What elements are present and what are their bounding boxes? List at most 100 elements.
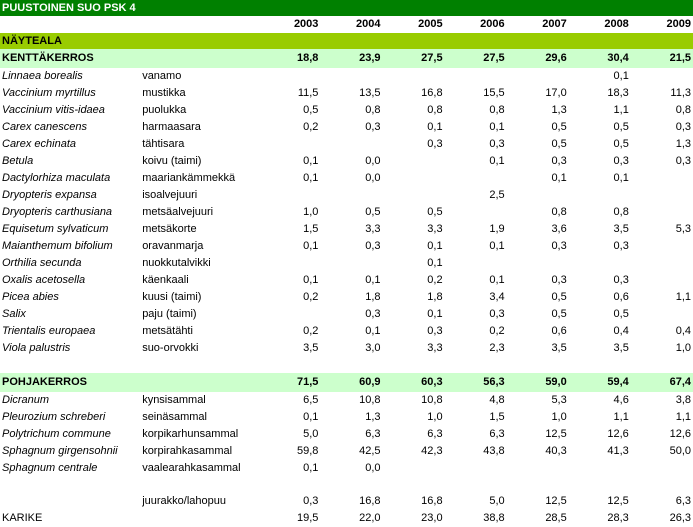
table-row: Dactylorhiza maculata maariankämmekkä 0,1 0… (0, 170, 693, 187)
karike-row: KARIKE 19,5 22,0 23,0 38,8 28,5 28,3 26,3 (0, 510, 693, 527)
value-cell (507, 187, 569, 204)
value-cell: 6,3 (675, 495, 691, 507)
row-label: KARIKE (2, 512, 43, 524)
latin-name: Carex echinata (2, 138, 76, 150)
finnish-name: vaalearahkasammal (142, 462, 241, 474)
value-cell: 0,1 (489, 240, 505, 252)
latin-name: Dryopteris carthusiana (2, 206, 113, 218)
table-row: Polytrichum commune korpikarhunsammal 5,0 6… (0, 426, 693, 443)
value-cell: 0,1 (427, 240, 443, 252)
value-cell: 42,3 (421, 445, 443, 457)
section-row: KENTTÄKERROS 18,8 23,9 27,5 27,5 29,6 30,4 21,5 (0, 49, 693, 68)
value-cell: 0,8 (427, 104, 443, 116)
value-cell: 0,1 (365, 274, 381, 286)
value-cell: 0,1 (303, 172, 319, 184)
value-cell (507, 68, 569, 85)
value-cell: 0,5 (551, 308, 567, 320)
value-cell: 10,8 (359, 394, 381, 406)
value-cell: 0,1 (303, 155, 319, 167)
section-total: 71,5 (258, 373, 321, 392)
value-cell: 3,5 (551, 342, 567, 354)
value-cell: 3,3 (427, 342, 443, 354)
value-cell: 0,5 (551, 291, 567, 303)
section-total: 67,4 (630, 373, 693, 392)
table-row: Vaccinium vitis-idaea puolukka 0,5 0,8 0,8 0,… (0, 102, 693, 119)
value-cell: 0,5 (613, 121, 629, 133)
value-cell: 28,5 (545, 512, 567, 524)
value-cell: 0,6 (613, 291, 629, 303)
value-cell: 0,1 (303, 274, 319, 286)
value-cell: 3,6 (551, 223, 567, 235)
value-cell (507, 460, 569, 477)
year-header: 2008 (604, 18, 629, 30)
value-cell (631, 272, 693, 289)
finnish-name: oravanmarja (142, 240, 204, 252)
finnish-name: paju (taimi) (142, 308, 197, 320)
latin-name: Salix (2, 308, 26, 320)
value-cell: 0,2 (427, 274, 443, 286)
value-cell: 1,1 (675, 291, 691, 303)
section-total: 59,4 (568, 373, 631, 392)
value-cell: 0,8 (613, 206, 629, 218)
latin-name: Dryopteris expansa (2, 189, 97, 201)
section-total: 60,9 (320, 373, 383, 392)
value-cell: 11,5 (297, 87, 319, 99)
empty-cell (140, 373, 259, 392)
juurakko-row: juurakko/lahopuu 0,3 16,8 16,8 5,0 12,5 12,5 6,… (0, 493, 693, 510)
table-row: Betula koivu (taimi) 0,1 0,0 0,1 0,3 0,3 0,3 (0, 153, 693, 170)
value-cell: 0,1 (303, 411, 319, 423)
value-cell (631, 204, 693, 221)
finnish-name: metsäalvejuuri (142, 206, 214, 218)
value-cell: 3,3 (365, 223, 381, 235)
value-cell: 0,1 (613, 70, 629, 82)
section-total: 18,8 (258, 49, 321, 68)
finnish-name: korpirahkasammal (142, 445, 233, 457)
value-cell: 59,8 (297, 445, 319, 457)
value-cell: 0,5 (427, 206, 443, 218)
section-total: 60,3 (382, 373, 445, 392)
value-cell: 12,5 (545, 495, 567, 507)
value-cell: 0,3 (427, 138, 443, 150)
value-cell: 16,8 (421, 495, 443, 507)
finnish-name: kuusi (taimi) (142, 291, 202, 303)
latin-name: Betula (2, 155, 34, 167)
latin-name: Carex canescens (2, 121, 87, 133)
finnish-name: isoalvejuuri (142, 189, 198, 201)
value-cell (631, 255, 693, 272)
latin-name: Picea abies (2, 291, 59, 303)
finnish-name: koivu (taimi) (142, 155, 202, 167)
value-cell (445, 255, 507, 272)
value-cell: 6,3 (365, 428, 381, 440)
value-cell: 0,3 (365, 308, 381, 320)
value-cell: 0,3 (365, 240, 381, 252)
table-row: Trientalis europaea metsätähti 0,2 0,1 0,3 0,… (0, 323, 693, 340)
value-cell: 3,5 (613, 223, 629, 235)
table-row: Sphagnum centrale vaalearahkasammal 0,1 0,0 (0, 460, 693, 477)
value-cell: 0,1 (303, 240, 319, 252)
section-label: POHJAKERROS (0, 373, 141, 392)
value-cell (631, 238, 693, 255)
table-row: Maianthemum bifolium oravanmarja 0,1 0,3 0,1… (0, 238, 693, 255)
value-cell: 17,0 (545, 87, 567, 99)
finnish-name: suo-orvokki (142, 342, 199, 354)
table-row: Picea abies kuusi (taimi) 0,2 1,8 1,8 3,4 0,5 0… (0, 289, 693, 306)
value-cell (320, 255, 382, 272)
value-cell: 16,8 (421, 87, 443, 99)
latin-name: Vaccinium myrtillus (2, 87, 96, 99)
latin-name: Polytrichum commune (2, 428, 111, 440)
finnish-name: harmaasara (142, 121, 201, 133)
section-total: 29,6 (506, 49, 569, 68)
value-cell: 0,1 (365, 325, 381, 337)
value-cell (569, 255, 631, 272)
value-cell: 1,0 (427, 411, 443, 423)
value-cell (258, 136, 320, 153)
table-row: Pleurozium schreberi seinäsammal 0,1 1,3 1,0… (0, 409, 693, 426)
table-row: Vaccinium myrtillus mustikka 11,5 13,5 16,8 1… (0, 85, 693, 102)
value-cell: 0,3 (613, 274, 629, 286)
year-header: 2003 (293, 18, 319, 30)
value-cell (445, 460, 507, 477)
value-cell: 2,3 (489, 342, 505, 354)
nayteala-row: NÄYTEALA (0, 33, 693, 49)
nayteala-label: NÄYTEALA (0, 33, 693, 49)
